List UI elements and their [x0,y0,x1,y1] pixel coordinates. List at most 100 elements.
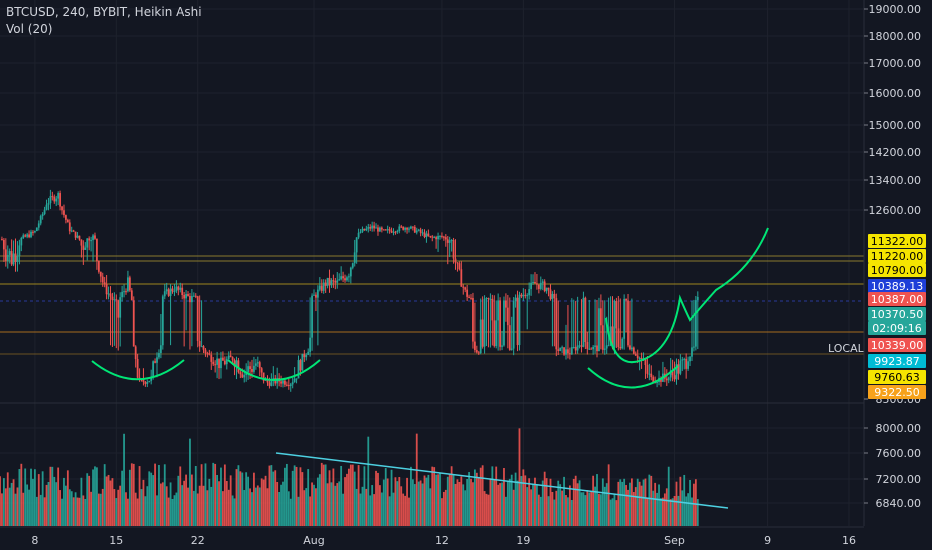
candle-body [625,298,627,301]
volume-bar [551,491,554,526]
volume-bar [642,479,645,526]
candle-body [309,337,312,352]
time-tick-label: 12 [435,534,449,547]
candle-body [617,328,620,347]
candle-body [365,228,368,231]
volume-bar [495,466,498,526]
volume-bar [144,496,147,526]
candle-body [280,381,282,384]
volume-bar [392,492,395,526]
candle-body [22,235,25,238]
candle-body [442,236,445,238]
candle-body [681,359,684,361]
candle-body [299,360,302,371]
candle-body [92,235,94,241]
volume-bar [499,483,501,526]
volume-bar [497,484,500,526]
candle-body [194,295,197,297]
volume-bar [369,495,372,526]
chart-legend: BTCUSD, 240, BYBIT, Heikin Ashi Vol (20) [6,4,202,38]
candle-body [677,364,680,374]
volume-bar [4,488,7,526]
candle-body [444,237,447,240]
volume-indicator-label[interactable]: Vol (20) [6,22,53,36]
candle-body [144,381,147,384]
volume-bar [365,488,368,526]
local-annotation: LOCAL [828,342,865,355]
candle-body [388,229,391,231]
candle-body [348,276,350,278]
volume-bar [694,479,697,526]
candle-body [588,348,591,350]
candle-body [466,289,469,297]
price-label-bg [868,338,926,352]
volume-bar [274,470,277,526]
price-tick-label: 14200.00 [869,146,922,159]
candle-body [76,235,79,238]
volume-bar [285,463,288,526]
volume-bar [435,474,438,526]
volume-bar [289,498,292,526]
candle-body [549,289,552,300]
price-label-4: 10387.00 [868,292,926,306]
volume-bar [330,482,333,526]
candle-body [679,360,682,374]
candle-body [532,282,534,284]
candle-body [534,282,536,284]
candle-body [505,300,507,308]
volume-bar [251,492,253,526]
volume-bar [402,493,405,526]
volume-trendline [275,452,729,509]
volume-bar [2,478,5,526]
candle-body [363,228,366,231]
price-label-text: 10790.00 [871,264,924,277]
volume-bar [245,472,248,526]
candle-body [84,247,87,250]
volume-bar [161,482,164,526]
volume-bar [557,480,560,526]
volume-bar [72,497,75,526]
candle-body [691,347,693,357]
volume-bar [185,474,187,526]
volume-bar [86,473,89,526]
candle-body [394,231,397,233]
candle-body [125,291,127,293]
volume-bar [320,462,323,526]
candle-body [470,297,472,299]
volume-bar [115,498,118,526]
volume-bar [429,488,432,526]
volume-bar [693,483,695,526]
candle-body [351,263,354,268]
candle-body [694,300,697,347]
candle-body [216,358,218,365]
volume-bar [431,466,434,526]
volume-bar [340,465,343,526]
volume-bar [125,492,127,526]
volume-bar [237,465,240,526]
candle-body [355,237,358,253]
volume-bar [681,490,684,526]
price-label-bg [868,321,926,335]
volume-bar [198,485,201,526]
volume-bar [264,475,267,526]
volume-bar [489,478,492,526]
volume-bar [619,479,622,526]
candle-body [35,227,38,232]
volume-bar [156,495,158,526]
candle-body [450,240,453,242]
candle-body [456,262,459,264]
symbol-title[interactable]: BTCUSD, 240, BYBIT, Heikin Ashi [6,5,202,19]
candle-body [346,277,348,281]
candle-body [150,377,153,381]
candle-body [90,240,93,242]
volume-bar [567,497,569,526]
candle-body [621,338,624,349]
volume-bar [301,472,304,526]
price-label-5: 10370.50 [868,307,926,321]
time-tick-label: 15 [109,534,123,547]
volume-bar [386,478,389,526]
volume-bar [342,493,344,526]
candle-body [324,282,327,286]
